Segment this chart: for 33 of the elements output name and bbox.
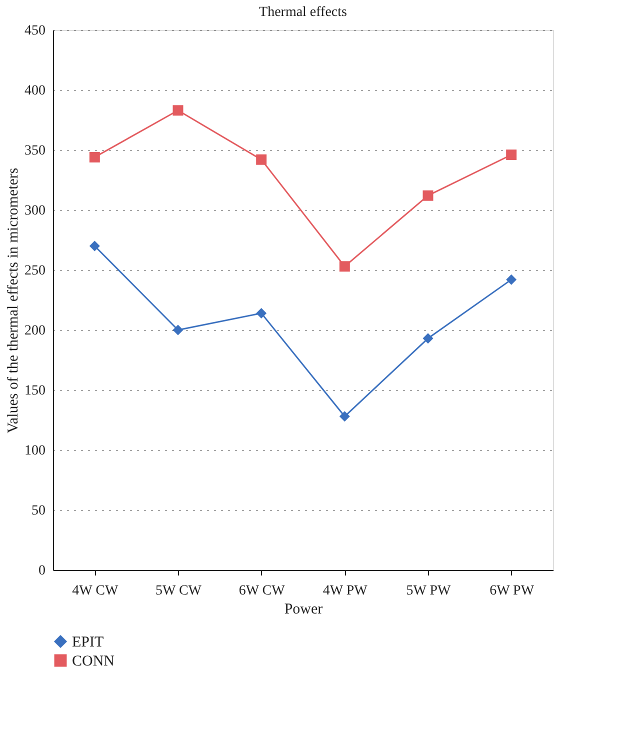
point [506,150,517,160]
point [256,308,267,318]
y-tick-label: 450 [24,24,46,38]
point [172,105,184,116]
y-tick-label: 50 [32,504,46,518]
point [172,324,184,336]
y-axis-title: Values of the thermal effects in micrometers [6,168,22,434]
point [422,333,434,344]
x-tick-label: 6W CW [238,584,286,598]
x-tick-label: 5W CW [155,584,202,598]
y-tick-label: 400 [24,84,46,98]
point [339,411,350,422]
y-tick-label: 200 [24,324,46,338]
y-tick-label: 350 [24,144,46,158]
legend-label: EPIT [72,634,104,650]
legend-label: CONN [72,654,115,670]
y-tick-label: 100 [24,444,46,458]
point [506,274,517,285]
chart-title: Thermal effects [259,5,347,20]
point [89,240,100,252]
x-tick-label: 5W PW [406,584,452,598]
point [422,190,434,201]
x-tick-label: 4W PW [322,584,368,598]
y-tick-label: 300 [24,204,46,218]
x-tick-label: 4W CW [72,584,119,598]
y-tick-label: 150 [24,384,46,398]
x-axis-title: Power [284,602,323,618]
y-tick-label: 0 [38,564,46,578]
y-tick-label: 250 [24,264,46,278]
x-tick-label: 6W PW [490,584,535,598]
point [89,152,100,162]
point [339,261,350,272]
point [256,154,267,165]
